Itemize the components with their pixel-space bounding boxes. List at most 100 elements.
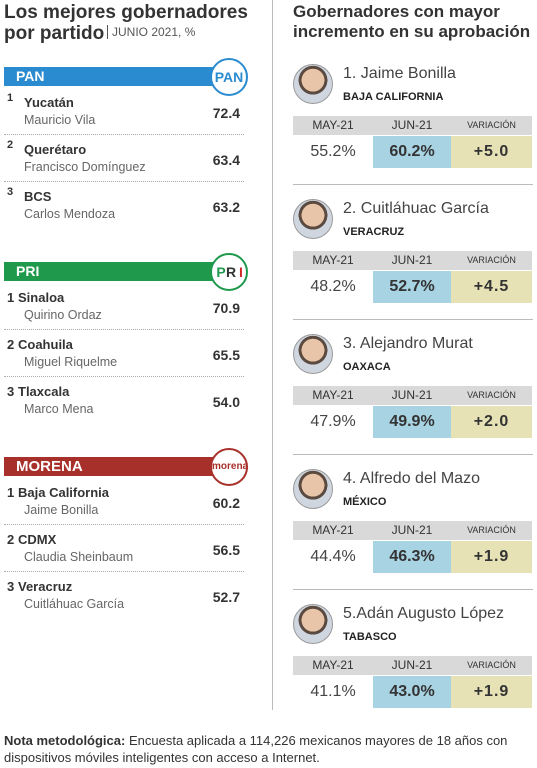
value: 65.5: [212, 347, 240, 363]
avatar: [293, 469, 333, 509]
column-header: VARIACIÓN: [451, 521, 532, 540]
column-header: MAY-21: [293, 656, 373, 675]
column-header: JUN-21: [373, 656, 451, 675]
row-separator: [4, 134, 244, 135]
column-header: VARIACIÓN: [451, 251, 532, 270]
row-separator: [4, 571, 244, 572]
governor-name: 4. Alfredo del Mazo: [343, 470, 480, 487]
rank: 1: [7, 92, 14, 104]
governor-state: OAXACA: [343, 361, 391, 373]
jun-value: 52.7%: [373, 271, 451, 303]
governor-state: MÉXICO: [343, 496, 387, 508]
note: Nota metodológica: Encuesta aplicada a 1…: [4, 732, 534, 766]
may-value: 55.2%: [310, 143, 356, 160]
value: 70.9: [212, 300, 240, 316]
rank: 2: [7, 337, 15, 352]
logo-letter: R: [226, 264, 237, 280]
left-subtitle: JUNIO 2021, %: [107, 25, 195, 39]
right-title: Gobernadores con mayor incremento en su …: [293, 2, 531, 41]
rank: 1: [7, 485, 15, 500]
state: Baja California: [18, 485, 110, 500]
rank: 3: [7, 186, 14, 198]
change-value: +4.5: [451, 271, 532, 303]
logo-letter: P: [216, 264, 226, 280]
governor-name: 3. Alejandro Murat: [343, 335, 473, 352]
party-bar: PRI: [4, 262, 232, 281]
governor: Carlos Mendoza: [24, 207, 116, 221]
logo-letter: I: [239, 264, 243, 280]
row-separator: [4, 376, 244, 377]
jun-value: 46.3%: [373, 541, 451, 573]
column-header: JUN-21: [373, 116, 451, 135]
may-value: 44.4%: [310, 548, 356, 565]
state: CDMX: [18, 532, 57, 547]
rank: 3: [7, 384, 15, 399]
state: Veracruz: [18, 579, 73, 594]
card-separator: [293, 589, 533, 590]
change-value: +1.9: [451, 676, 532, 708]
governor: Jaime Bonilla: [24, 503, 99, 517]
note-label: Nota metodológica:: [4, 733, 126, 748]
state: Yucatán: [24, 95, 74, 110]
rank: 2: [7, 139, 14, 151]
value: 63.2: [212, 199, 240, 215]
column-header: VARIACIÓN: [451, 386, 532, 405]
jun-value: 43.0%: [373, 676, 451, 708]
left-title: Los mejores gobernadores por partido: [4, 2, 248, 44]
avatar: [293, 604, 333, 644]
value: 52.7: [212, 589, 240, 605]
state: Coahuila: [18, 337, 73, 352]
party-bar: MORENA: [4, 457, 232, 476]
rank: 3: [7, 579, 15, 594]
value: 63.4: [212, 152, 240, 168]
column-header: JUN-21: [373, 251, 451, 270]
governor-state: TABASCO: [343, 631, 397, 643]
state: Tlaxcala: [18, 384, 70, 399]
rank: 2: [7, 532, 15, 547]
column-header: MAY-21: [293, 251, 373, 270]
may-value: 41.1%: [310, 683, 356, 700]
governor: Mauricio Vila: [24, 113, 96, 127]
change-value: +5.0: [451, 136, 532, 168]
change-value: +1.9: [451, 541, 532, 573]
jun-value: 60.2%: [373, 136, 451, 168]
state: Querétaro: [24, 142, 87, 157]
avatar: [293, 199, 333, 239]
governor-state: VERACRUZ: [343, 226, 405, 238]
may-value: 47.9%: [310, 413, 356, 430]
card-separator: [293, 319, 533, 320]
value: 72.4: [212, 105, 240, 121]
column-header: VARIACIÓN: [451, 116, 532, 135]
party-logo: morena: [210, 448, 248, 486]
state: Sinaloa: [18, 290, 65, 305]
governor: Quirino Ordaz: [24, 308, 102, 322]
value: 60.2: [212, 495, 240, 511]
state: BCS: [24, 189, 52, 204]
column-divider: [272, 0, 273, 710]
card-separator: [293, 184, 533, 185]
row-separator: [4, 181, 244, 182]
value: 54.0: [212, 394, 240, 410]
value: 56.5: [212, 542, 240, 558]
avatar: [293, 334, 333, 374]
row-separator: [4, 329, 244, 330]
party-bar: PAN: [4, 67, 232, 86]
column-header: JUN-21: [373, 386, 451, 405]
governor: Miguel Riquelme: [24, 355, 118, 369]
card-separator: [293, 454, 533, 455]
governor: Francisco Domínguez: [24, 160, 146, 174]
rank: 1: [7, 290, 15, 305]
governor: Cuitláhuac García: [24, 597, 125, 611]
avatar: [293, 64, 333, 104]
note-text: Encuesta aplicada a 114,226 mexicanos ma…: [4, 733, 508, 765]
governor-state: BAJA CALIFORNIA: [343, 91, 444, 103]
governor-name: 2. Cuitláhuac García: [343, 200, 489, 217]
column-header: MAY-21: [293, 116, 373, 135]
governor: Claudia Sheinbaum: [24, 550, 134, 564]
governor-name: 5.Adán Augusto López: [343, 605, 505, 622]
change-value: +2.0: [451, 406, 532, 438]
jun-value: 49.9%: [373, 406, 451, 438]
governor: Marco Mena: [24, 402, 94, 416]
row-separator: [4, 524, 244, 525]
